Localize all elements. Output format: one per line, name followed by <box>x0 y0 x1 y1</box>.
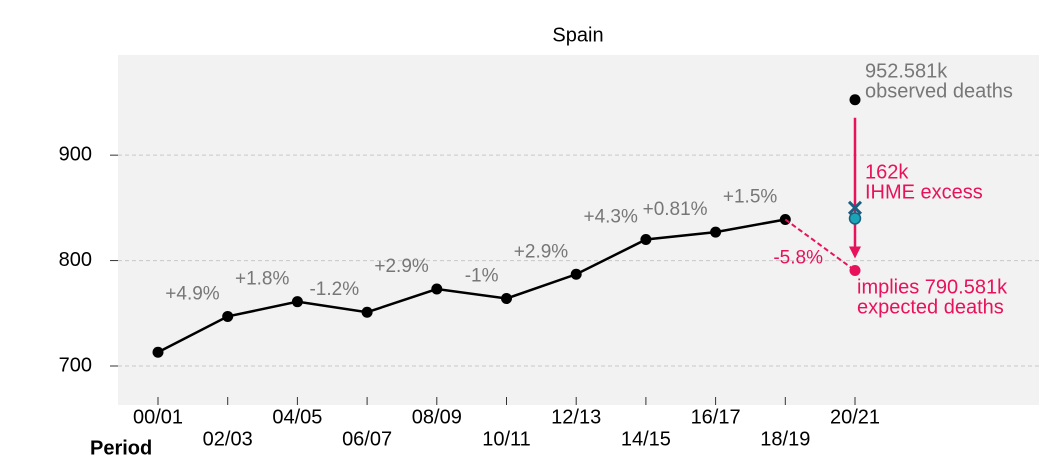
change-label: +4.9% <box>165 283 220 304</box>
x-tick-label: 14/15 <box>621 428 671 450</box>
point <box>710 226 722 238</box>
expected-point <box>849 265 861 277</box>
change-label: +1.5% <box>723 186 778 207</box>
plot-background <box>118 55 1039 405</box>
line <box>157 218 786 354</box>
observed-point <box>849 94 861 106</box>
point <box>640 233 652 245</box>
annotation: observed deaths <box>865 80 1013 102</box>
y-tick-label: 800 <box>59 249 92 271</box>
other-estimate <box>848 212 862 225</box>
y-tick-label: 900 <box>59 143 92 165</box>
change-label: +2.9% <box>514 241 569 262</box>
change-label: -1.2% <box>309 279 359 300</box>
annotation: implies 790.581k <box>857 276 1008 298</box>
point <box>361 306 373 318</box>
y-tick-label: 700 <box>59 354 92 376</box>
change-label: +0.81% <box>643 199 708 220</box>
x-tick-label: 04/05 <box>272 406 322 428</box>
point <box>291 296 303 308</box>
x-axis-label: Period <box>90 437 152 459</box>
change-label: -5.8% <box>773 248 823 269</box>
x-tick-label: 02/03 <box>203 428 253 450</box>
x-tick-label: 08/09 <box>412 406 462 428</box>
point <box>431 283 443 295</box>
annotation: expected deaths <box>857 296 1004 318</box>
chart-title: Spain <box>552 24 603 46</box>
x-tick-label: 06/07 <box>342 428 392 450</box>
annotation: IHME excess <box>865 181 983 203</box>
x-tick-label: 10/11 <box>482 428 531 450</box>
change-label: +2.9% <box>374 256 429 277</box>
x-tick-label: 12/13 <box>551 406 601 428</box>
change-label: -1% <box>465 266 499 287</box>
change-label: +1.8% <box>235 269 290 290</box>
x-tick-label: 16/17 <box>691 406 741 428</box>
x-tick-label: 18/19 <box>760 428 810 450</box>
point <box>570 268 582 280</box>
ihme-estimate <box>847 200 863 215</box>
annotation: 952.581k <box>865 60 948 82</box>
expected-link <box>784 218 856 272</box>
point <box>501 293 512 305</box>
arrow-head <box>849 246 861 259</box>
annotation: 162k <box>865 161 909 183</box>
change-label: +4.3% <box>583 207 638 228</box>
x-tick-label: 20/21 <box>830 406 880 428</box>
point <box>222 310 234 322</box>
x-tick-label: 00/01 <box>133 406 183 428</box>
point <box>152 346 164 358</box>
